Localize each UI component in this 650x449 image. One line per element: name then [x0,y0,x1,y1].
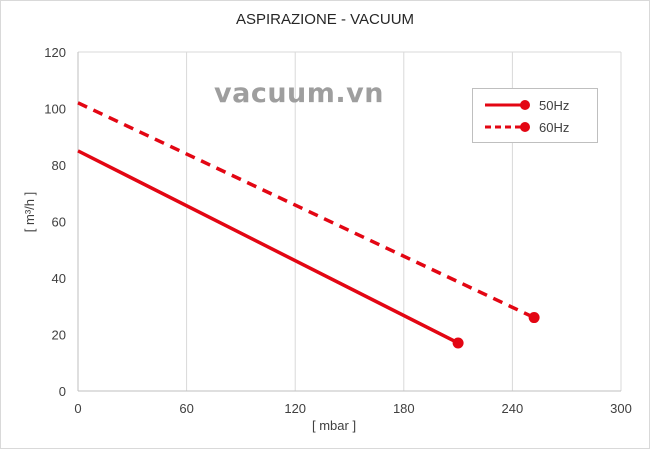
series-endpoint-60hz [528,312,540,324]
legend-item-50hz: 50Hz [483,95,569,115]
y-axis-label: [ m³/h ] [22,191,37,233]
x-tick-label-180: 180 [393,401,415,416]
x-tick-label-0: 0 [74,401,81,416]
legend-swatch-60hz [485,122,530,132]
legend-label-60hz: 60Hz [539,119,570,135]
legend-swatch-50hz [485,100,530,110]
y-tick-label-0: 0 [59,384,66,399]
x-tick-label-60: 60 [179,401,193,416]
y-tick-label-40: 40 [52,271,66,286]
chart-title: ASPIRAZIONE - VACUUM [235,11,415,28]
y-tick-label-20: 20 [52,328,66,343]
legend: 50Hz 60Hz [472,88,598,143]
series-line-50hz [77,149,459,345]
legend-label-50hz: 50Hz [539,97,570,113]
x-tick-label-120: 120 [284,401,306,416]
series-endpoint-50hz [452,337,464,349]
y-tick-label-100: 100 [44,102,66,117]
series-line-60hz [77,101,535,320]
y-tick-label-120: 120 [44,45,66,60]
watermark-text: vacuum.vn [214,78,384,109]
x-tick-label-240: 240 [502,401,524,416]
x-axis-label: [ mbar ] [312,418,357,433]
x-tick-label-300: 300 [610,401,632,416]
y-tick-label-60: 60 [52,215,66,230]
y-tick-label-80: 80 [52,158,66,173]
legend-item-60hz: 60Hz [483,117,569,137]
